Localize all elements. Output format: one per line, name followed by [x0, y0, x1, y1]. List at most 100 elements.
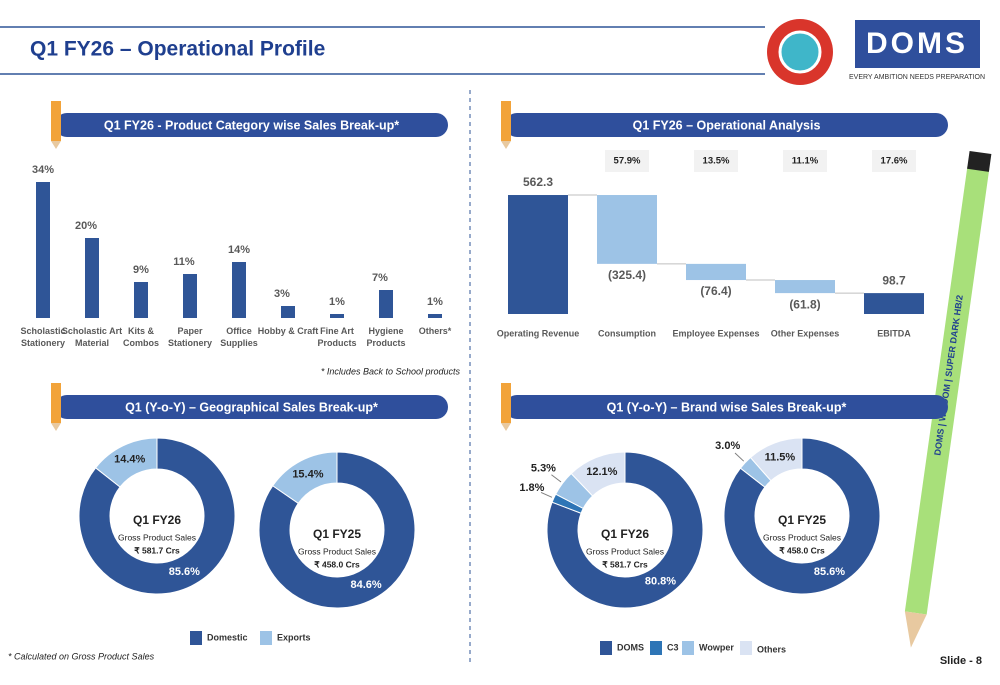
bar: [85, 238, 99, 318]
pencil-tip: [904, 611, 927, 648]
share-label: 11.1%: [792, 156, 819, 167]
x-tick-label: Scholastic Art Material: [61, 326, 123, 348]
data-label: 85.6%: [814, 566, 845, 578]
section-header: [55, 395, 448, 419]
leader-line: [540, 491, 553, 498]
share-box: [605, 150, 649, 172]
data-label: 11%: [173, 256, 195, 268]
legend-label: Exports: [277, 632, 311, 642]
data-label: 11.5%: [765, 451, 796, 463]
legend-swatch: [740, 641, 752, 655]
data-label: (325.4): [608, 268, 646, 282]
x-tick-label: Fine Art Products: [317, 326, 357, 348]
pencil-body: [904, 165, 990, 615]
pencil-icon: [51, 383, 61, 423]
section-header: [505, 395, 948, 419]
pencil-cap: [967, 150, 992, 172]
bar: [686, 263, 746, 281]
legend-label: DOMS: [617, 642, 644, 652]
pie-total: ₹ 581.7 Crs: [602, 559, 648, 569]
data-label: 1%: [427, 296, 443, 308]
data-label: 98.7: [882, 273, 906, 287]
x-tick-label: Hygiene Products: [366, 326, 406, 348]
section-header: [55, 113, 448, 137]
data-label: 1%: [329, 296, 345, 308]
section-title: Q1 FY26 – Operational Analysis: [633, 118, 821, 132]
data-label: 9%: [133, 264, 149, 276]
donut-slice: [749, 437, 803, 482]
bar: [134, 282, 148, 318]
bar: [36, 182, 50, 318]
donut-slice: [723, 437, 881, 595]
legend-label: C3: [667, 642, 679, 652]
data-label: (76.4): [700, 284, 731, 298]
share-box: [872, 150, 916, 172]
pie-subtitle: Gross Product Sales: [586, 546, 664, 556]
x-tick-label: Paper Stationery: [167, 326, 212, 348]
pie-subtitle: Gross Product Sales: [298, 546, 376, 556]
data-label: 12.1%: [586, 466, 617, 478]
x-tick-label: Hobby & Craft: [257, 326, 319, 336]
legend-label: Others: [757, 644, 786, 654]
section-title: Q1 (Y-o-Y) – Brand wise Sales Break-up*: [607, 400, 847, 414]
pencil-icon-tip: [51, 423, 61, 431]
emblem-core: [778, 30, 822, 74]
pie-total: ₹ 458.0 Crs: [314, 559, 360, 569]
pencil-icon: [51, 101, 61, 141]
bar: [597, 195, 657, 264]
pie-total: ₹ 458.0 Crs: [779, 545, 825, 555]
leader-line: [551, 474, 562, 483]
legend-label: Domestic: [207, 632, 248, 642]
donut-slice: [258, 451, 416, 609]
data-label: 85.6%: [169, 566, 200, 578]
slide-number: Slide - 8: [940, 655, 982, 667]
legend-swatch: [190, 631, 202, 645]
data-label: 14%: [228, 244, 250, 256]
section-header: [505, 113, 948, 137]
pie-title: Q1 FY26: [601, 527, 649, 541]
data-label: 562.3: [523, 175, 553, 189]
pencil-icon-tip: [51, 141, 61, 149]
pie-title: Q1 FY25: [313, 527, 361, 541]
donut-slice: [94, 437, 158, 488]
data-label: 20%: [75, 220, 97, 232]
x-tick-label: Others*: [418, 326, 452, 336]
x-tick-label: Scholastic Stationery: [20, 326, 66, 348]
pie-total: ₹ 581.7 Crs: [134, 545, 180, 555]
leader-line: [734, 452, 745, 462]
pencil-icon: [501, 383, 511, 423]
pie-subtitle: Gross Product Sales: [763, 532, 841, 542]
share-label: 17.6%: [881, 156, 908, 167]
data-label: 3%: [274, 288, 290, 300]
share-label: 13.5%: [703, 156, 730, 167]
x-tick-label: EBITDA: [877, 328, 911, 338]
bar: [864, 293, 924, 314]
x-tick-label: Kits & Combos: [123, 326, 159, 348]
pie-title: Q1 FY26: [133, 513, 181, 527]
data-label: 84.6%: [350, 579, 381, 591]
legend-swatch: [650, 641, 662, 655]
data-label: 80.8%: [645, 575, 676, 587]
slide-title: Q1 FY26 – Operational Profile: [30, 38, 325, 61]
bar: [379, 290, 393, 318]
footnote: * Calculated on Gross Product Sales: [8, 651, 155, 661]
legend-swatch: [600, 641, 612, 655]
donut-slice: [570, 451, 626, 497]
pencil-icon-tip: [501, 423, 511, 431]
donut-slice: [272, 451, 338, 505]
share-box: [694, 150, 738, 172]
pencil-icon-tip: [501, 141, 511, 149]
bar: [428, 314, 442, 318]
section-title: Q1 (Y-o-Y) – Geographical Sales Break-up…: [125, 400, 378, 414]
donut-slice: [78, 437, 236, 595]
x-tick-label: Operating Revenue: [497, 328, 580, 338]
pie-title: Q1 FY25: [778, 513, 826, 527]
data-label: 15.4%: [292, 469, 323, 481]
bar: [508, 195, 568, 314]
x-tick-label: Other Expenses: [771, 328, 840, 338]
note: * Includes Back to School products: [321, 366, 461, 376]
donut-slice: [546, 451, 704, 609]
bar: [330, 314, 344, 318]
